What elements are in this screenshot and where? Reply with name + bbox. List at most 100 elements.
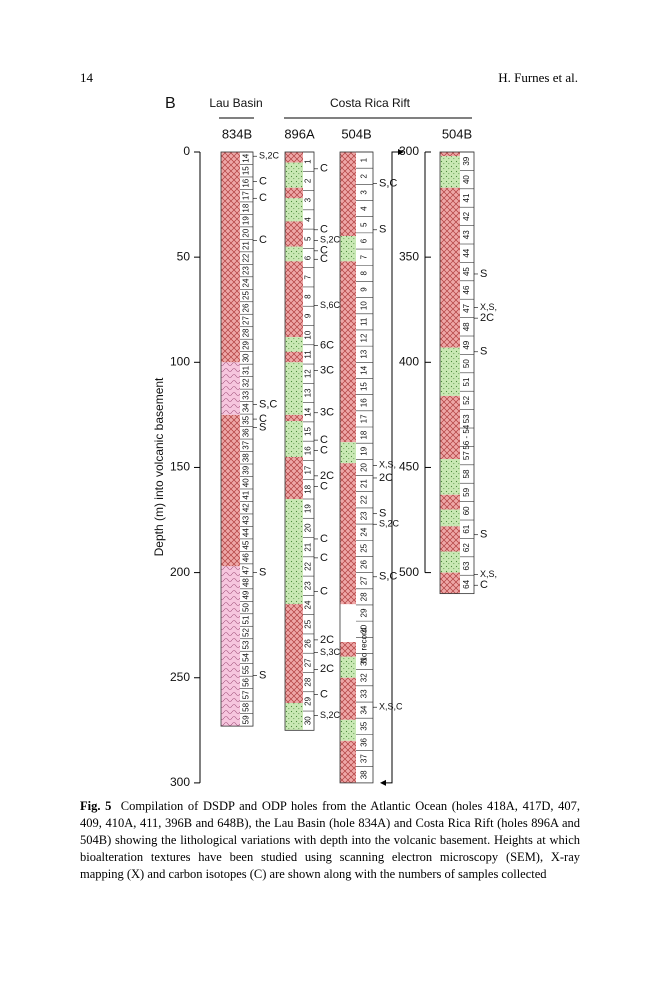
running-head: H. Furnes et al.	[498, 70, 578, 85]
core-number: 47	[242, 565, 251, 574]
core-number: 57	[462, 451, 471, 460]
core-number: 33	[360, 689, 369, 698]
lithology-layer	[340, 641, 356, 657]
annotation: 3C	[320, 365, 334, 377]
column-title: 504B	[341, 126, 371, 141]
core-number: 8	[304, 294, 313, 299]
core-number: 1	[360, 157, 369, 162]
annotation: 2C	[379, 472, 393, 484]
core-number: 9	[360, 287, 369, 292]
lithology-layer	[221, 414, 240, 567]
connector	[386, 151, 400, 784]
core-number: 43	[462, 230, 471, 239]
core-number: 49	[462, 340, 471, 349]
lithology-layer	[285, 261, 303, 338]
lithology-layer	[440, 572, 460, 594]
core-number: 58	[242, 702, 251, 711]
core-number: 30	[360, 624, 369, 633]
lithology-layer	[440, 347, 460, 396]
annotation: X,S,	[480, 302, 497, 312]
region-label: Costa Rica Rift	[330, 96, 411, 110]
annotation: S,C	[379, 177, 397, 189]
core-number: 51	[462, 377, 471, 386]
core-number: 22	[360, 495, 369, 504]
lithology-layer	[340, 719, 356, 741]
lithology-layer	[285, 162, 303, 188]
tick-label: 300	[399, 144, 419, 158]
tick-label: 50	[177, 249, 191, 263]
core-number: 14	[304, 407, 313, 416]
core-number: 52	[242, 628, 251, 637]
core-number: 11	[360, 317, 369, 326]
arrowhead	[380, 779, 386, 786]
core-number: 42	[242, 503, 251, 512]
lithology-layer	[285, 421, 303, 457]
core-number: 46	[462, 285, 471, 294]
annotation: X,S,	[379, 460, 396, 470]
core-number: 64	[462, 579, 471, 588]
core-number: 44	[242, 528, 251, 537]
annotation: S,3C	[320, 647, 341, 657]
annotation: S	[259, 567, 266, 579]
core-number: 17	[242, 191, 251, 200]
lithology-layer	[340, 463, 356, 605]
arrowhead	[398, 149, 404, 155]
core-number: 3	[304, 197, 313, 202]
core-number: 34	[242, 403, 251, 412]
core-number: 61	[462, 524, 471, 533]
panel-label: B	[165, 95, 176, 112]
lithology-layer	[285, 414, 303, 422]
lithology-layer	[285, 351, 303, 363]
core-number: 21	[242, 241, 251, 250]
core-number: 27	[360, 576, 369, 585]
lithology-layer	[221, 152, 240, 363]
annotation: X,S,	[480, 569, 497, 579]
core-number: 11	[304, 350, 313, 359]
core-number: 30	[304, 716, 313, 725]
core-number: 56 - 54	[462, 424, 471, 449]
column-title: 504B	[442, 126, 472, 141]
core-number: 60	[462, 506, 471, 515]
lithology-layer	[340, 740, 356, 783]
lithology-layer	[285, 152, 303, 163]
annotation: S	[480, 529, 487, 541]
core-number: 59	[242, 715, 251, 724]
core-number: 10	[360, 301, 369, 310]
annotation: S,2C	[320, 235, 341, 245]
annotation: C	[320, 253, 328, 265]
core-number: 4	[304, 217, 313, 222]
core-number: 6	[304, 255, 313, 260]
core-number: 39	[462, 156, 471, 165]
annotation: C	[259, 192, 267, 204]
lithology-layer	[440, 156, 460, 188]
core-number: 44	[462, 248, 471, 257]
tick-label: 150	[170, 460, 190, 474]
annotation: 2C	[480, 312, 494, 324]
core-number: 14	[242, 153, 251, 162]
core-number: 3	[360, 190, 369, 195]
column-title: 834B	[222, 126, 252, 141]
core-number: 51	[242, 615, 251, 624]
tick-label: 350	[399, 249, 419, 263]
lithology-layer	[340, 152, 356, 237]
core-number: 21	[304, 542, 313, 551]
core-number: 38	[242, 453, 251, 462]
annotation: C	[259, 413, 267, 425]
core-number: 1	[304, 159, 313, 164]
core-number: 29	[242, 340, 251, 349]
core-number: 48	[462, 322, 471, 331]
core-number: 23	[360, 511, 369, 520]
core-number: 16	[242, 178, 251, 187]
core-number: 49	[242, 590, 251, 599]
axis-title: Depth (m) into volcanic basement	[152, 377, 166, 556]
lithology-layer	[340, 442, 356, 464]
core-number: 53	[462, 414, 471, 423]
core-number: 36	[242, 428, 251, 437]
core-number: 18	[360, 430, 369, 439]
tick-label: 200	[170, 565, 190, 579]
annotation: S	[259, 670, 266, 682]
lithology-layer	[285, 337, 303, 352]
core-number: 45	[462, 267, 471, 276]
lithology-layer	[285, 604, 303, 703]
